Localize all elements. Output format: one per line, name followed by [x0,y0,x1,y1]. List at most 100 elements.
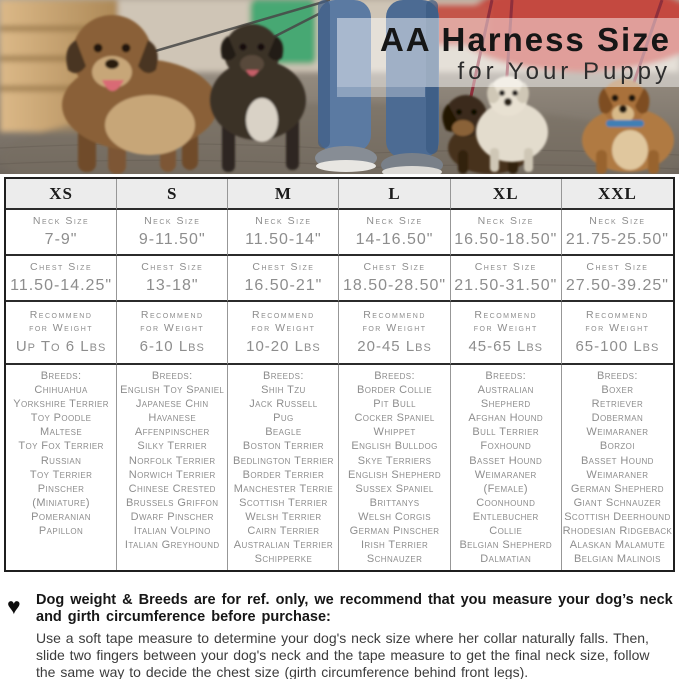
breed-item: Basset Hound [580,454,654,467]
breed-item: Maltese [40,426,83,439]
weight-cell-m: Recommend for Weight 10-20 Lbs [228,302,340,365]
breed-item: Beagle [265,426,302,439]
weight-value: 45-65 Lbs [468,337,544,355]
breed-item: Foxhound [480,440,532,453]
chest-size-label: Chest Size [586,260,649,273]
chest-size-cell-xs: Chest Size 11.50-14.25" [6,256,118,302]
chest-size-value: 16.50-21" [244,276,323,294]
size-header-l: L [339,179,451,210]
breed-item: Dalmatian [480,553,532,566]
neck-size-label: Neck Size [32,214,90,227]
breed-item: Silky Terrier [137,440,208,453]
breed-item: Retriever [591,398,644,411]
chest-size-cell-s: Chest Size 13-18" [117,256,229,302]
breeds-label: Breeds: [597,370,638,382]
weight-cell-l: Recommend for Weight 20-45 Lbs [339,302,451,365]
note-body-text: Use a soft tape measure to determine you… [36,630,650,679]
breed-item: Borzoi [599,440,635,453]
neck-size-label: Neck Size [366,214,423,227]
breed-item: Welsh Terrier [245,510,322,523]
breed-item: Scottish Deerhound [564,510,671,523]
size-header-xs: XS [6,179,118,210]
breed-item: English Toy Spaniel [120,384,225,397]
breed-item: Toy Poodle [30,412,92,425]
neck-size-value: 9-11.50" [138,230,206,248]
neck-size-label: Neck Size [589,214,646,227]
neck-size-label: Neck Size [144,214,201,227]
breed-item: Pinscher [37,482,85,495]
breed-item: Doberman [591,412,644,425]
breed-item: Toy Terrier [29,468,93,481]
neck-size-value: 16.50-18.50" [454,230,558,248]
weight-value: 10-20 Lbs [246,337,321,355]
note-bold-text: Dog weight & Breeds are for ref. only, w… [36,592,673,625]
neck-size-cell-m: Neck Size 11.50-14" [228,210,340,256]
breed-item: Border Terrier [242,468,325,481]
breeds-list: Boxer Retriever Doberman Weimaraner Borzoi Ba… [562,383,673,566]
breed-item: Entlebucher [472,510,539,523]
measurement-note: ♥ Dog weight & Breeds are for ref. only,… [0,592,679,679]
breed-item: Cocker Spaniel [354,412,435,425]
weight-label: for Weight [29,321,94,334]
breed-item: Giant Schnauzer [573,496,662,509]
breed-item: (Miniature) [32,496,90,509]
neck-size-label: Neck Size [255,214,312,227]
weight-cell-xxl: Recommend for Weight 65-100 Lbs [561,302,673,365]
weight-label: for Weight [585,321,650,334]
breed-item: Italian Greyhound [124,539,220,552]
weight-cell-xl: Recommend for Weight 45-65 Lbs [450,302,562,365]
breed-item: Jack Russell [249,398,318,411]
breed-item: Border Collie [357,384,433,397]
breed-item: Shih Tzu [261,384,306,397]
breed-item: Welsh Corgis [358,510,431,523]
breeds-cell-l: Breeds: Border Collie Pit Bull Cocker Span… [339,365,451,570]
breeds-cell-xs: Breeds: Chihuahua Yorkshire Terrier Toy Po… [6,365,118,570]
weight-value: 65-100 Lbs [575,337,660,355]
chest-size-label: Chest Size [474,260,537,273]
harness-size-subtitle: for Your Puppy [457,58,671,85]
breed-item: Pomeranian [31,510,91,523]
weight-label: Recommend [363,308,426,321]
chest-size-cell-xxl: Chest Size 27.50-39.25" [561,256,673,302]
breed-item: Shepherd [480,398,531,411]
breed-item: Australian Terrier [233,539,334,552]
weight-label: for Weight [473,321,538,334]
photo-header: AA Harness Size for Your Puppy [0,0,679,174]
breed-item: German Pinscher [349,525,440,538]
chest-size-label: Chest Size [141,260,204,273]
weight-value: Up To 6 Lbs [15,337,107,355]
weight-label: for Weight [362,321,427,334]
weight-label: Recommend [140,308,204,321]
breeds-list: Australian Shepherd Afghan Hound Bull Terri… [451,383,561,566]
breed-item: Belgian Malinois [573,553,661,566]
breeds-cell-s: Breeds: English Toy Spaniel Japanese Chin… [117,365,229,570]
chest-size-value: 27.50-39.25" [565,276,669,294]
breed-item: Skye Terriers [357,454,432,467]
weight-label: Recommend [586,308,649,321]
breed-item: Affenpinscher [134,426,210,439]
neck-size-cell-xs: Neck Size 7-9" [6,210,118,256]
breed-item: Schipperke [254,553,313,566]
neck-size-cell-xxl: Neck Size 21.75-25.50" [561,210,673,256]
neck-size-cell-l: Neck Size 14-16.50" [339,210,451,256]
weight-value: 6-10 Lbs [139,337,205,355]
breed-item: Boston Terrier [242,440,324,453]
street-dogs-photo-illustration [0,0,679,174]
breed-item: Russian [40,454,82,467]
breed-item: Weimaraner [586,426,649,439]
breed-item: Afghan Hound [468,412,544,425]
breed-item: Norwich Terrier [128,468,216,481]
breed-item: Pug [273,412,294,425]
breed-item: Cairn Terrier [247,525,320,538]
breeds-cell-xxl: Breeds: Boxer Retriever Doberman Weimaraner… [562,365,673,570]
breed-item: Italian Volpino [133,525,211,538]
breed-item: Norfolk Terrier [128,454,216,467]
breed-item: Whippet [373,426,416,439]
chest-size-cell-l: Chest Size 18.50-28.50" [339,256,451,302]
weight-label: Recommend [474,308,538,321]
breed-item: Belgian Shepherd [459,539,553,552]
size-chart-table: XS S M L XL XXL Neck Size 7-9" Neck Size… [4,177,675,572]
breed-item: Manchester Terrie [233,482,334,495]
breed-item: Yorkshire Terrier [13,398,109,411]
breed-item: Collie [489,525,523,538]
